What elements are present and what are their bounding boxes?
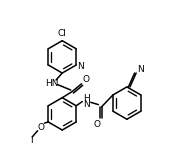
Text: N: N — [84, 100, 90, 109]
Text: H: H — [84, 94, 90, 103]
Text: O: O — [93, 120, 100, 129]
Text: O: O — [83, 75, 90, 84]
Text: N: N — [137, 65, 144, 74]
Text: O: O — [37, 123, 44, 132]
Text: HN: HN — [45, 79, 58, 87]
Text: N: N — [77, 62, 84, 71]
Text: Cl: Cl — [58, 29, 67, 38]
Text: I: I — [30, 136, 33, 145]
